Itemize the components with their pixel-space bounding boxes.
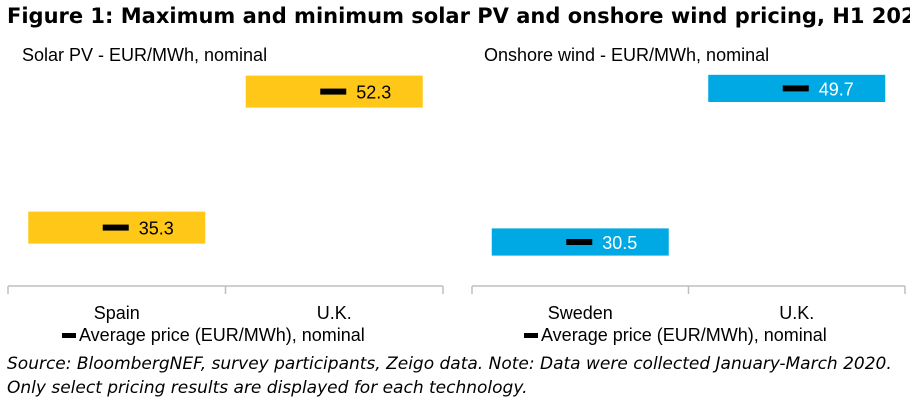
x-tick-label: U.K. xyxy=(317,303,352,323)
solar-pv-chart: 35.3 Spain 52.3 U.K. xyxy=(7,75,444,323)
legend-average-marker-icon xyxy=(524,333,538,338)
average-price-marker xyxy=(320,88,347,95)
x-tick-label: U.K. xyxy=(779,303,814,323)
solar-legend: Average price (EUR/MWh), nominal xyxy=(62,325,365,346)
average-price-marker xyxy=(566,239,593,245)
data-label: 52.3 xyxy=(356,83,391,103)
figure-title: Figure 1: Maximum and minimum solar PV a… xyxy=(7,4,910,28)
onshore-wind-chart: 30.5 Sweden 49.7 U.K. xyxy=(471,74,906,323)
solar-legend-label: Average price (EUR/MWh), nominal xyxy=(79,325,365,345)
wind-panel-title: Onshore wind - EUR/MWh, nominal xyxy=(484,45,770,65)
wind-legend: Average price (EUR/MWh), nominal xyxy=(524,325,827,346)
solar-panel-title: Solar PV - EUR/MWh, nominal xyxy=(22,45,268,65)
data-label: 30.5 xyxy=(602,233,637,253)
data-label: 35.3 xyxy=(139,219,174,239)
x-tick-label: Spain xyxy=(94,303,140,323)
data-label: 49.7 xyxy=(819,79,854,99)
x-tick-label: Sweden xyxy=(548,303,613,323)
average-price-marker xyxy=(102,224,129,231)
source-note: Source: BloombergNEF, survey participant… xyxy=(7,354,892,398)
legend-average-marker-icon xyxy=(62,333,76,338)
wind-legend-label: Average price (EUR/MWh), nominal xyxy=(541,325,827,345)
average-price-marker xyxy=(782,85,809,92)
